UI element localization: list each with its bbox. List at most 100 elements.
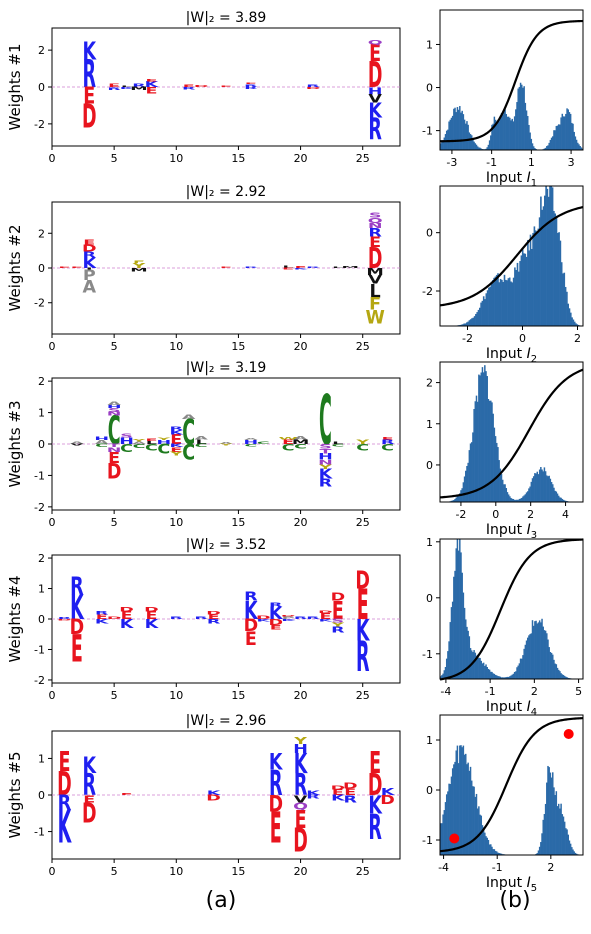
histogram-bar bbox=[521, 249, 524, 326]
histogram-bar bbox=[488, 287, 490, 326]
logo2-ytick-label: 0 bbox=[38, 262, 45, 275]
histogram-bar bbox=[547, 196, 550, 326]
logo-letter-d: D bbox=[268, 790, 283, 817]
histogram-bar bbox=[453, 108, 455, 150]
histogram-bar bbox=[510, 120, 512, 150]
histogram-bar bbox=[480, 302, 482, 326]
histogram-bar bbox=[568, 840, 571, 855]
histogram-bar bbox=[522, 87, 524, 150]
histogram-bar bbox=[482, 296, 485, 326]
histogram-bar bbox=[557, 803, 560, 855]
logo-letter-r: R bbox=[170, 426, 184, 431]
histogram-bar bbox=[515, 109, 517, 150]
histogram-bar bbox=[503, 677, 505, 679]
histogram-bar bbox=[470, 780, 473, 855]
logo-letter-e: E bbox=[83, 794, 95, 805]
logo-letter-k: K bbox=[82, 255, 96, 272]
histogram-bar bbox=[563, 675, 566, 679]
histogram-bar bbox=[472, 432, 474, 502]
histogram-bar bbox=[561, 498, 564, 502]
logo-letter-r: R bbox=[306, 266, 320, 268]
logo-letter-k: K bbox=[120, 86, 135, 89]
histogram-bar bbox=[516, 102, 518, 150]
logo-letter-l: L bbox=[332, 266, 343, 268]
histogram-bar bbox=[499, 468, 502, 502]
histogram-bar bbox=[568, 308, 571, 326]
histogram-bar bbox=[506, 116, 509, 150]
histogram-bar bbox=[498, 282, 501, 326]
logo-letter-y: Y bbox=[156, 437, 171, 441]
hist2-ytick-label: 0 bbox=[426, 227, 433, 240]
histogram-xlabel: Input I4 bbox=[486, 699, 537, 718]
logo4-ytick-label: -1 bbox=[34, 643, 45, 656]
histogram-bar bbox=[459, 106, 461, 150]
logo-letter-y: Y bbox=[355, 439, 370, 446]
histogram-bar bbox=[510, 281, 512, 326]
logo-letter-k: K bbox=[368, 791, 383, 820]
histogram-bar bbox=[507, 116, 510, 150]
histogram-bar bbox=[556, 493, 559, 502]
logo5-ytick-label: -1 bbox=[34, 826, 45, 839]
histogram-bar bbox=[489, 286, 491, 326]
histogram-bar bbox=[518, 663, 521, 679]
histogram-bar bbox=[519, 261, 521, 326]
histogram-bar bbox=[517, 665, 519, 679]
histogram-bar bbox=[490, 135, 492, 150]
logo-letter-r: R bbox=[356, 632, 369, 682]
histogram-bar bbox=[559, 808, 561, 855]
histogram-bar bbox=[532, 625, 535, 679]
histogram-bar bbox=[474, 143, 477, 150]
histogram-bar bbox=[500, 853, 503, 855]
histogram-bar bbox=[530, 138, 533, 150]
logo-letter-a: A bbox=[70, 441, 84, 445]
histogram-bar bbox=[482, 662, 485, 679]
histogram-bar bbox=[493, 116, 496, 150]
logo-letter-e: E bbox=[332, 597, 344, 626]
histogram-bar bbox=[474, 652, 477, 679]
logo-letter-d: D bbox=[380, 793, 395, 808]
histogram-bar bbox=[577, 142, 579, 150]
logo-letter-s: S bbox=[319, 443, 332, 450]
histogram-bar bbox=[524, 644, 527, 679]
logo-letter-r: R bbox=[95, 611, 109, 616]
histogram-bar bbox=[550, 482, 553, 502]
histogram-bar bbox=[540, 842, 542, 855]
histogram-bar bbox=[538, 217, 541, 326]
logo-letter-l: L bbox=[196, 439, 208, 446]
logo-letter-e: E bbox=[344, 787, 356, 797]
histogram-bar bbox=[549, 139, 552, 150]
histogram-bar bbox=[479, 307, 481, 326]
logo-letter-h: H bbox=[107, 404, 122, 409]
histogram-bar bbox=[519, 82, 522, 150]
hist1-frame bbox=[439, 9, 584, 151]
histogram-bar bbox=[476, 808, 479, 855]
logo-letter-r: R bbox=[381, 439, 394, 446]
histogram-bar bbox=[465, 470, 467, 502]
histogram-bar bbox=[482, 372, 485, 502]
logo-letter-r: R bbox=[306, 84, 320, 88]
histogram-bar bbox=[557, 495, 560, 502]
histogram-bar bbox=[455, 548, 457, 679]
histogram-xlabel: Input I5 bbox=[486, 875, 537, 894]
histogram-bar bbox=[442, 673, 444, 679]
logo-letter-l: L bbox=[283, 265, 294, 269]
logo3-xtick-label: 20 bbox=[294, 516, 308, 529]
logo5-xtick-label: 15 bbox=[231, 865, 245, 878]
histogram-bar bbox=[485, 836, 487, 855]
histogram-bar bbox=[536, 623, 539, 679]
histogram-bar bbox=[479, 657, 481, 679]
logo-letter-e: E bbox=[282, 439, 294, 446]
histogram-bar bbox=[499, 115, 502, 150]
histogram-bar bbox=[463, 323, 465, 326]
logo-letter-h: H bbox=[318, 452, 333, 462]
logo2-xtick-label: 5 bbox=[111, 340, 118, 353]
histogram-bar bbox=[572, 319, 575, 326]
logo-letter-s: S bbox=[369, 212, 382, 220]
logo-letter-d: D bbox=[256, 615, 271, 620]
logo-letter-k: K bbox=[319, 618, 334, 622]
histogram-bar bbox=[535, 473, 537, 502]
logo-letter-k: K bbox=[70, 589, 84, 628]
histogram-bar bbox=[479, 375, 481, 502]
hist3-xtick-label: 4 bbox=[562, 508, 569, 521]
